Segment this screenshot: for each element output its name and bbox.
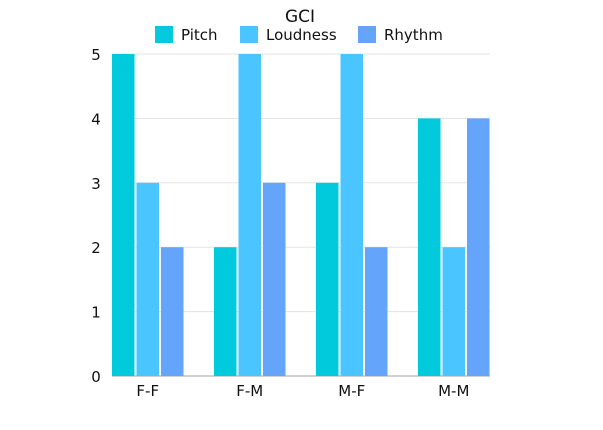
legend-swatch [155,26,173,43]
chart-title: GCI [285,7,315,27]
legend-swatch [240,26,258,43]
x-tick-label: F-M [236,382,263,400]
y-tick-label: 3 [91,175,101,193]
bar-loudness-F-F [136,182,159,376]
legend: Pitch Loudness Rhythm [155,26,443,44]
legend-swatch [358,26,376,43]
y-axis: 0 1 2 3 4 5 [91,46,101,386]
legend-label: Pitch [181,26,218,44]
bar-pitch-F-F [112,54,135,376]
bar-rhythm-M-F [365,247,388,376]
legend-item-loudness[interactable]: Loudness [240,26,337,44]
y-tick-label: 4 [91,110,101,128]
bar-rhythm-F-F [161,247,184,376]
y-tick-label: 1 [91,304,101,322]
bar-pitch-M-M [418,118,441,377]
bar-loudness-F-M [238,54,261,376]
legend-item-rhythm[interactable]: Rhythm [358,26,443,44]
bars [112,54,490,377]
x-tick-label: F-F [136,382,159,400]
bar-rhythm-M-M [467,118,490,377]
x-tick-label: M-M [438,382,469,400]
bar-loudness-M-M [442,247,465,376]
x-tick-label: M-F [338,382,365,400]
bar-pitch-F-M [214,247,237,376]
x-axis: F-F F-M M-F M-M [136,382,469,400]
y-tick-label: 0 [91,368,101,386]
legend-item-pitch[interactable]: Pitch [155,26,218,44]
y-tick-label: 2 [91,239,101,257]
bar-loudness-M-F [340,54,363,376]
bar-pitch-M-F [316,182,339,376]
y-tick-label: 5 [91,46,101,64]
legend-label: Loudness [266,26,337,44]
legend-label: Rhythm [384,26,443,44]
bar-rhythm-F-M [263,182,286,376]
